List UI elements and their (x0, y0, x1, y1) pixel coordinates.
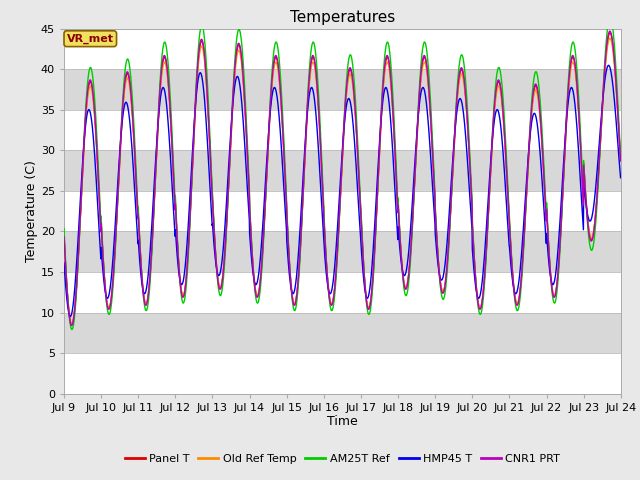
Bar (64, 231, 621, 272)
Text: VR_met: VR_met (67, 34, 114, 44)
Bar (64, 150, 621, 191)
Legend: Panel T, Old Ref Temp, AM25T Ref, HMP45 T, CNR1 PRT: Panel T, Old Ref Temp, AM25T Ref, HMP45 … (120, 449, 564, 468)
X-axis label: Time: Time (327, 415, 358, 429)
Bar (64, 312, 621, 353)
Bar (64, 69, 621, 110)
Title: Temperatures: Temperatures (290, 10, 395, 25)
Y-axis label: Temperature (C): Temperature (C) (25, 160, 38, 262)
